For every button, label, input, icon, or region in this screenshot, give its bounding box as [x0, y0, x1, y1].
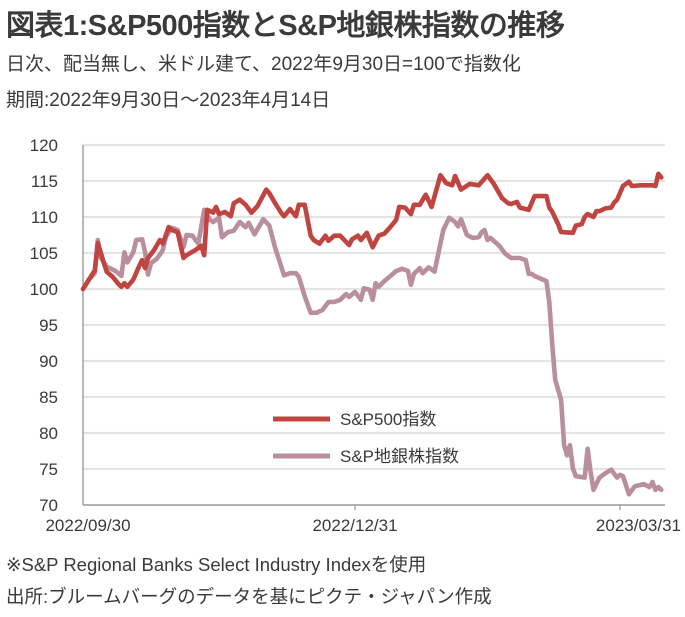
series-line-sp500	[80, 171, 664, 292]
chart-title: 図表1:S&P500指数とS&P地銀株指数の推移	[6, 10, 565, 42]
axes	[82, 145, 665, 506]
y-tick-label: 110	[31, 208, 58, 227]
chart-subtitle: 日次、配当無し、米ドル建て、2022年9月30日=100で指数化	[6, 54, 521, 75]
x-tick-label: 2022/12/31	[312, 516, 397, 535]
y-tick-label: 85	[39, 388, 58, 407]
y-tick-label: 95	[39, 316, 58, 335]
x-tick-label: 2022/09/30	[45, 516, 130, 535]
legend-label-sp500: S&P500指数	[340, 410, 436, 429]
y-axis-ticks: 70 75 80 85 90 95 100 105 110 115 120	[30, 136, 58, 515]
x-axis-ticks: 2022/09/30 2022/12/31 2023/03/31	[45, 505, 681, 535]
y-tick-label: 100	[30, 280, 58, 299]
source-note: 出所:ブルームバーグのデータを基にピクテ・ジャパン作成	[6, 586, 492, 607]
y-tick-label: 75	[39, 460, 58, 479]
legend-label-regional: S&P地銀株指数	[340, 447, 459, 466]
series-lines	[80, 171, 664, 497]
y-tick-label: 70	[39, 496, 58, 515]
legend: S&P500指数 S&P地銀株指数	[273, 410, 459, 466]
y-tick-label: 105	[30, 244, 58, 263]
y-tick-label: 115	[31, 172, 58, 191]
gridlines	[83, 143, 665, 471]
footnote: ※S&P Regional Banks Select Industry Inde…	[6, 554, 427, 575]
y-tick-label: 120	[30, 136, 58, 155]
y-tick-label: 90	[39, 352, 58, 371]
y-tick-label: 80	[39, 424, 58, 443]
chart-period: 期間:2022年9月30日～2023年4月14日	[6, 90, 331, 111]
x-tick-label: 2023/03/31	[596, 516, 681, 535]
